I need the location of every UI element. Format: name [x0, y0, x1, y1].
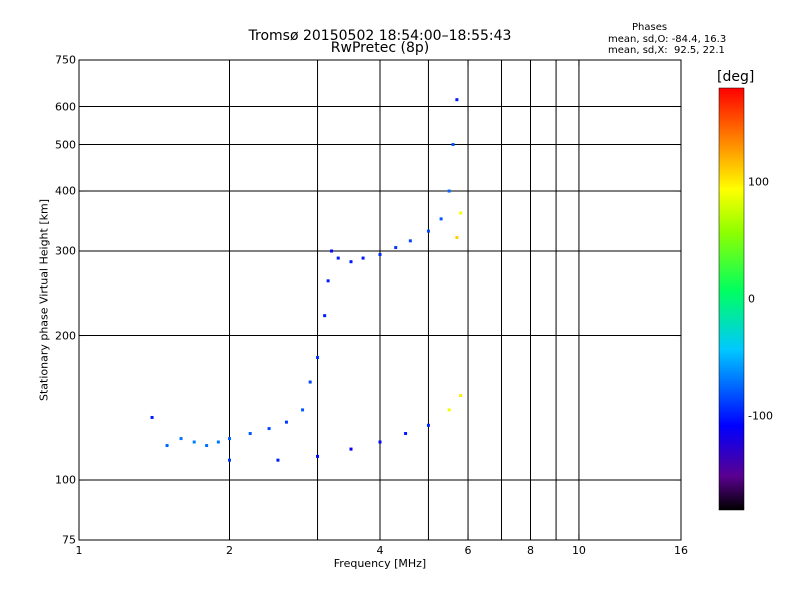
- data-point: [267, 427, 271, 431]
- data-point: [408, 239, 412, 243]
- data-point: [394, 246, 398, 250]
- data-point: [316, 355, 320, 359]
- data-point: [216, 440, 220, 444]
- x-tick-label: 16: [674, 544, 688, 557]
- data-point: [349, 260, 353, 264]
- data-points: [150, 98, 463, 462]
- data-point: [308, 380, 312, 384]
- data-point: [459, 211, 463, 215]
- y-tick-label: 300: [55, 244, 76, 258]
- phases-stat-o: mean, sd,O: -84.4, 16.3: [608, 34, 727, 45]
- data-point: [447, 408, 451, 412]
- data-point: [165, 444, 169, 448]
- x-axis-label: Frequency [MHz]: [333, 557, 427, 570]
- data-point: [378, 253, 382, 257]
- colorbar: [718, 87, 745, 511]
- data-point: [248, 432, 252, 436]
- data-point: [228, 437, 231, 441]
- phases-heading: Phases: [632, 22, 668, 33]
- data-point: [205, 444, 209, 448]
- x-tick-label: 2: [226, 544, 233, 557]
- data-point: [228, 458, 231, 462]
- data-point: [330, 249, 334, 253]
- data-point: [439, 217, 443, 221]
- data-point: [451, 143, 455, 147]
- colorbar-tick-label: 0: [748, 292, 755, 306]
- x-tick-label: 8: [527, 544, 534, 557]
- chart-title-line1: Tromsø 20150502 18:54:00–18:55:43: [248, 28, 512, 44]
- data-point: [455, 236, 459, 240]
- y-tick-label: 400: [55, 184, 76, 198]
- data-point: [179, 437, 183, 441]
- data-point: [301, 408, 305, 412]
- data-point: [276, 458, 280, 462]
- grid-lines: [78, 60, 681, 540]
- y-tick-label: 500: [55, 138, 76, 152]
- data-point: [404, 432, 408, 436]
- x-tick-label: 6: [464, 544, 472, 557]
- y-tick-marks: [79, 59, 681, 541]
- data-point: [336, 256, 340, 260]
- data-point: [284, 420, 288, 424]
- data-point: [447, 189, 451, 193]
- data-point: [349, 447, 353, 451]
- data-point: [316, 454, 320, 458]
- colorbar-tick-label: 100: [748, 175, 769, 189]
- data-point: [150, 415, 154, 419]
- y-axis-label: Stationary phase Virtual Height [km]: [37, 198, 51, 402]
- y-tick-label: 75: [62, 533, 76, 547]
- y-tick-label: 600: [55, 100, 76, 114]
- y-tick-label: 750: [55, 53, 76, 67]
- y-tick-label: 100: [55, 473, 76, 487]
- colorbar-tick-label: -100: [748, 409, 773, 423]
- data-point: [426, 423, 430, 427]
- y-tick-label: 200: [55, 329, 76, 343]
- colorbar-unit-label: [deg]: [717, 69, 755, 85]
- phases-stat-x: mean, sd,X: 92.5, 22.1: [608, 45, 725, 56]
- data-point: [459, 394, 463, 398]
- x-tick-marks: [78, 60, 682, 540]
- data-point: [323, 314, 327, 318]
- data-point: [455, 98, 459, 102]
- data-point: [192, 440, 196, 444]
- data-point: [378, 440, 382, 444]
- data-point: [326, 279, 330, 283]
- x-tick-label: 10: [571, 544, 586, 557]
- data-point: [426, 229, 430, 233]
- x-tick-label: 1: [75, 544, 83, 557]
- chart-title-line2: RwPretec (8p): [330, 40, 430, 56]
- x-tick-label: 4: [376, 544, 384, 557]
- data-point: [361, 256, 365, 260]
